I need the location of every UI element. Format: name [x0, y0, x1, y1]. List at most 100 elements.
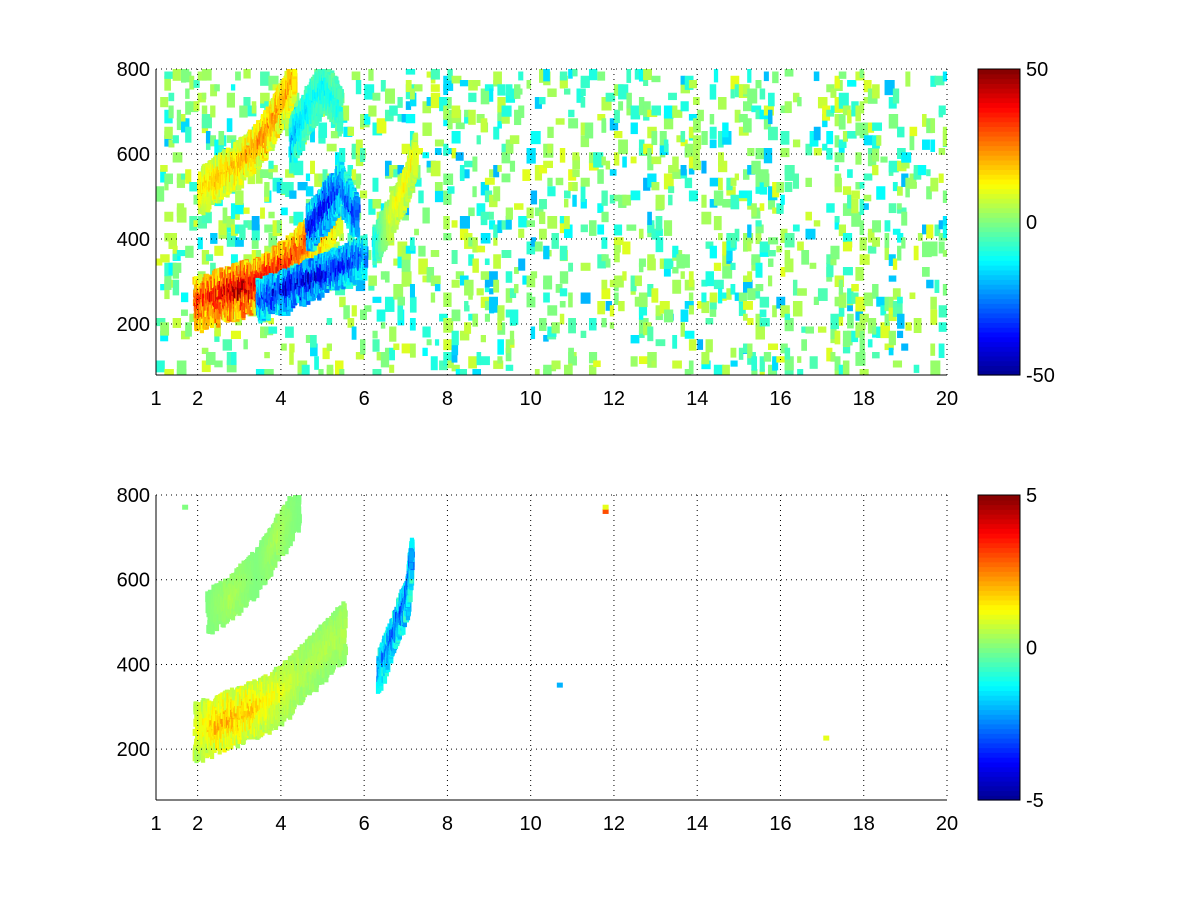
heatmap-cell — [443, 143, 449, 156]
heatmap-cell — [638, 330, 645, 338]
heatmap-cell — [230, 224, 238, 236]
heatmap-cell — [222, 149, 227, 157]
heatmap-cell — [351, 71, 361, 81]
heatmap-cell — [389, 364, 395, 373]
heatmap-cell — [290, 239, 296, 249]
heatmap-cell — [260, 169, 269, 178]
heatmap-cell — [747, 288, 756, 301]
heatmap-cell — [922, 139, 930, 150]
heatmap-cell — [638, 228, 644, 239]
heatmap-cell — [601, 318, 607, 328]
heatmap-cell — [210, 135, 217, 147]
heatmap-cell — [647, 326, 654, 342]
heatmap-cell — [268, 211, 275, 219]
heatmap-cell — [526, 241, 536, 255]
heatmap-cell — [218, 220, 229, 235]
heatmap-cell — [901, 237, 906, 249]
heatmap-cell — [205, 352, 216, 365]
heatmap-cell — [489, 211, 494, 220]
heatmap-cell — [597, 71, 606, 81]
heatmap-cell — [568, 182, 576, 191]
heatmap-cell — [880, 305, 887, 316]
heatmap-cell — [164, 71, 174, 79]
heatmap-cell — [484, 84, 494, 91]
heatmap-cell — [672, 169, 682, 179]
heatmap-cell — [447, 97, 452, 109]
heatmap-cell — [493, 71, 502, 85]
heatmap-cell — [718, 288, 723, 304]
heatmap-cell — [780, 148, 790, 158]
heatmap-cell — [634, 275, 642, 287]
heatmap-cell — [618, 139, 628, 155]
heatmap-cell — [451, 279, 460, 288]
heatmap-cell — [930, 177, 939, 192]
heatmap-cell — [543, 245, 550, 260]
heatmap-cell — [243, 69, 251, 79]
heatmap-cell — [214, 360, 223, 368]
heatmap-cell — [638, 97, 645, 106]
heatmap-cell — [384, 160, 392, 176]
heatmap-cell — [418, 258, 428, 275]
heatmap-cell — [468, 292, 473, 300]
heatmap-cell — [480, 216, 488, 226]
heatmap-cell — [705, 318, 714, 325]
heatmap-cell — [663, 105, 674, 119]
heatmap-cell — [597, 301, 606, 315]
heatmap-cell — [359, 309, 367, 320]
heatmap-cell — [534, 369, 540, 375]
heatmap-cell — [626, 224, 637, 231]
heatmap-cell — [401, 271, 412, 287]
heatmap-cell — [609, 305, 615, 317]
heatmap-cell — [480, 233, 491, 244]
heatmap-cell — [713, 216, 722, 231]
heatmap-cell — [747, 224, 752, 238]
heatmap-cell — [684, 301, 694, 309]
heatmap-cell — [763, 148, 773, 164]
heatmap-cell — [226, 216, 235, 228]
heatmap-cell — [580, 199, 587, 209]
heatmap-cell — [751, 105, 762, 113]
heatmap-cell — [688, 339, 697, 351]
heatmap-cell — [214, 245, 224, 256]
heatmap-cell — [210, 262, 216, 277]
heatmap-cell — [709, 177, 720, 187]
heatmap-cell — [643, 69, 652, 81]
heatmap-cell — [926, 169, 931, 177]
heatmap-cell — [364, 84, 375, 100]
heatmap-cell — [426, 267, 435, 283]
heatmap-cell — [235, 140, 240, 151]
heatmap-cell — [767, 126, 778, 141]
heatmap-cell — [568, 292, 573, 308]
heatmap-cell — [813, 148, 822, 156]
heatmap-cell — [842, 131, 849, 142]
heatmap-cell — [701, 160, 707, 174]
heatmap-cell — [526, 207, 534, 219]
heatmap-cell — [509, 88, 517, 99]
heatmap-cell — [559, 288, 568, 297]
heatmap-cell — [909, 292, 916, 300]
heatmap-cell — [359, 148, 366, 162]
heatmap-cell — [380, 271, 386, 280]
heatmap-cell — [217, 273, 223, 285]
heatmap-cell — [613, 241, 621, 253]
heatmap-cell — [363, 234, 368, 248]
heatmap-cell — [897, 313, 905, 329]
heatmap-cell — [855, 182, 861, 190]
heatmap-cell — [792, 92, 800, 103]
heatmap-cell — [759, 309, 767, 318]
heatmap-cell — [468, 109, 476, 125]
heatmap-cell — [630, 356, 638, 367]
heatmap-cell — [842, 330, 850, 347]
heatmap-cell — [605, 92, 616, 102]
heatmap-cell — [651, 156, 662, 165]
heatmap-cell — [759, 203, 765, 211]
heatmap-cell — [526, 292, 533, 299]
heatmap-cell — [526, 296, 536, 308]
heatmap-cell — [597, 203, 604, 213]
heatmap-cell — [168, 262, 177, 275]
heatmap-cell — [730, 88, 735, 99]
heatmap-cell — [930, 360, 941, 375]
heatmap-cell — [917, 233, 923, 241]
heatmap-cell — [164, 233, 170, 242]
heatmap-cell — [505, 207, 513, 220]
